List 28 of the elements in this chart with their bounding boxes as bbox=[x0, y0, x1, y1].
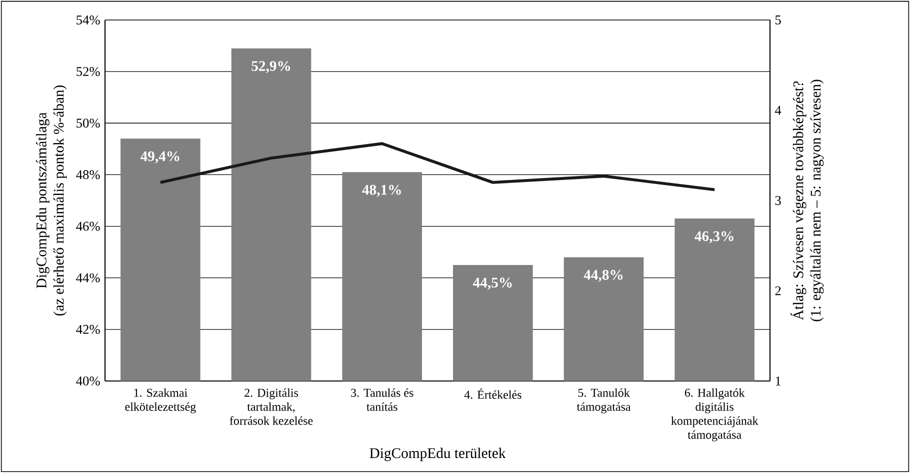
data-label: 44,5% bbox=[472, 278, 512, 290]
x-tick-label: 5. Tanulók támogatása bbox=[576, 388, 631, 414]
data-label: 52,9% bbox=[252, 61, 290, 74]
y2-tick-label: 1 bbox=[776, 376, 781, 386]
y-tick-label: 48% bbox=[76, 170, 100, 180]
x-tick-label: 1. Szakmai elkötelezettség bbox=[125, 388, 196, 414]
y2-tick-label: 4 bbox=[774, 106, 782, 115]
y-axis-title: DigCompEdu pontszámátlaga (az elérhető maximális pontok %-ában) bbox=[36, 85, 67, 316]
y-tick-label: 52% bbox=[76, 67, 100, 76]
y-tick-label: 46% bbox=[76, 222, 100, 231]
y-tick-label: 54% bbox=[76, 15, 100, 25]
y-tick-label: 40% bbox=[76, 376, 100, 386]
data-label: 44,8% bbox=[584, 270, 623, 282]
data-label: 46,3% bbox=[694, 231, 734, 244]
y-tick-label: 44% bbox=[76, 273, 100, 282]
data-label: 49,4% bbox=[140, 151, 180, 164]
y2-axis-title: Átlag: Szívesen végezne továbbképzést? (1: egyáltalán nem – 5: nagyon szívesen) bbox=[790, 80, 824, 322]
x-tick-label: 6. Hallgatók digitális kompetenciájának támogatása bbox=[671, 388, 758, 442]
y2-tick-label: 5 bbox=[775, 16, 781, 24]
x-axis-title: DigCompEdu területek bbox=[370, 448, 506, 462]
x-tick-label: 3. Tanulás és tanítás bbox=[351, 388, 414, 411]
y-tick-label: 42% bbox=[76, 324, 100, 334]
x-tick-label: 2. Digitális tartalmak, források kezelése bbox=[230, 388, 313, 425]
y-tick-label: 50% bbox=[76, 118, 100, 128]
y2-tick-label: 2 bbox=[775, 286, 781, 296]
y2-tick-label: 3 bbox=[775, 196, 781, 205]
data-label: 48,1% bbox=[362, 184, 401, 197]
x-tick-label: 4. Értékelés bbox=[464, 388, 522, 399]
